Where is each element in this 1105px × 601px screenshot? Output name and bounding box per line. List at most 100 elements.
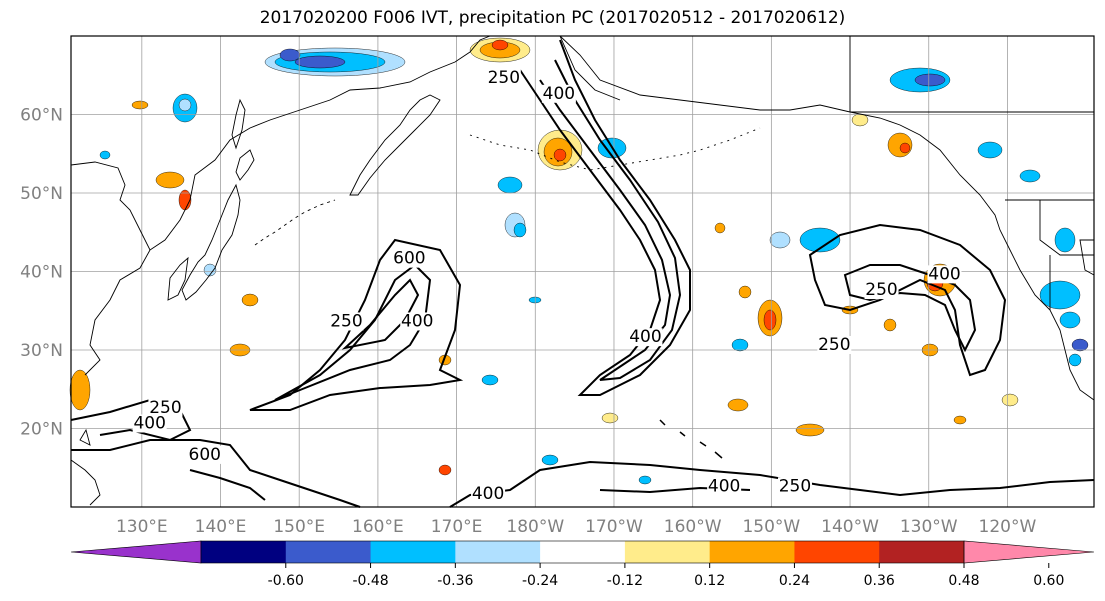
precipitation-patch [69, 369, 91, 411]
colorbar-tick-label: -0.60 [268, 573, 304, 589]
latitude-label: 40°N [20, 263, 63, 283]
precipitation-patch [727, 398, 749, 412]
contour-label: 600 [189, 445, 221, 465]
coastlines [70, 35, 1095, 506]
colorbar-segment [794, 541, 880, 563]
contour-label: 250 [149, 398, 181, 418]
precipitation-patch [241, 293, 259, 307]
contour-label: 400 [543, 84, 575, 104]
precipitation-patch [294, 55, 346, 69]
colorbar-tick-label: 0.24 [779, 573, 810, 589]
colorbar: -0.60 -0.48 -0.36 -0.24 -0.12 0.12 0.24 0.36 0.4… [70, 540, 1095, 589]
contour-label-bg [392, 249, 427, 268]
contour-label-bg [486, 69, 521, 88]
contour-label-bg [628, 328, 663, 347]
contour-label-bg [927, 265, 962, 284]
precipitation-patch [899, 142, 911, 154]
precipitation-patch [1071, 338, 1089, 352]
precipitation-patch [155, 171, 185, 189]
longitude-label: 150°W [742, 517, 800, 537]
precipitation-patch [953, 415, 967, 425]
colorbar-segment [624, 541, 711, 563]
contour-label-bg [777, 477, 812, 496]
contour-label-bg [707, 477, 742, 496]
precipitation-patch [977, 141, 1003, 159]
latitude-labels: 60°N 50°N 40°N 30°N 20°N [20, 106, 63, 440]
precipitation-patch [763, 309, 777, 331]
precipitation-patch [513, 222, 527, 238]
colorbar-tick-label: -0.48 [352, 573, 388, 589]
longitude-label: 160°E [352, 517, 404, 537]
precipitation-patch [731, 338, 749, 352]
longitude-label: 160°W [664, 517, 722, 537]
colorbar-segment [540, 541, 626, 563]
colorbar-tick-label: -0.24 [522, 573, 558, 589]
contour-label: 250 [865, 280, 897, 300]
longitude-label: 170°E [431, 517, 483, 537]
precipitation-patch [279, 48, 301, 62]
colorbar-frame [200, 540, 965, 564]
precipitation-patch [795, 423, 825, 437]
contour-label-bg [541, 84, 576, 103]
colorbar-tick-label: -0.36 [437, 573, 473, 589]
precipitation-patch [99, 150, 111, 160]
contour-label-bg [471, 485, 506, 504]
longitude-label: 170°W [585, 517, 643, 537]
colorbar-segment [370, 541, 456, 563]
latitude-label: 30°N [20, 341, 63, 361]
precipitation-patch [1059, 311, 1081, 329]
latitude-label: 60°N [20, 106, 63, 126]
contour-label-bg [329, 312, 364, 331]
contour-label: 400 [401, 311, 433, 331]
longitude-label: 120°W [979, 517, 1037, 537]
precipitation-patch [491, 39, 509, 51]
contour-label: 250 [330, 311, 362, 331]
contour-label-bg [864, 281, 899, 300]
precipitation-patch [1068, 353, 1082, 367]
precipitation-patch [1019, 169, 1041, 183]
contour-label: 600 [393, 249, 425, 269]
longitude-label: 130°W [900, 517, 958, 537]
longitude-labels: 130°E 140°E 150°E 160°E 170°E 180°W 170°W 160°W… [116, 517, 1037, 537]
map-frame [70, 35, 1095, 508]
precipitation-patch [1039, 280, 1081, 310]
colorbar-tick-label: 0.60 [1033, 573, 1064, 589]
precipitation-patch [481, 374, 499, 386]
precipitation-patch [638, 475, 652, 485]
precipitation-patch [769, 231, 791, 249]
colorbar-segment [709, 541, 795, 563]
precipitation-patch [553, 148, 567, 162]
precipitation-patch [914, 73, 946, 87]
precipitation-patch [438, 464, 452, 476]
contour-label-bg [148, 398, 183, 417]
colorbar-extend-low [70, 540, 202, 564]
colorbar-extend-high [963, 540, 1095, 564]
colorbar-segment [455, 541, 541, 563]
contour-label: 400 [472, 484, 504, 504]
colorbar-tick-label: 0.48 [948, 573, 979, 589]
precipitation-patch [497, 176, 523, 194]
longitude-label: 150°E [273, 517, 325, 537]
map-title: 2017020200 F006 IVT, precipitation PC (2… [259, 8, 846, 28]
contour-label: 250 [818, 335, 850, 355]
precipitation-patch [131, 100, 149, 110]
precipitation-patch [799, 227, 841, 253]
precipitation-patch [851, 113, 869, 127]
longitude-label: 140°W [821, 517, 879, 537]
precipitation-patch [738, 285, 752, 299]
gridlines [71, 36, 1094, 507]
longitude-label: 140°E [195, 517, 247, 537]
contour-label-bg [187, 445, 222, 464]
latitude-label: 20°N [20, 420, 63, 440]
precipitation-patch [1001, 393, 1019, 407]
precipitation-patch [541, 454, 559, 466]
precipitation-patch [883, 318, 897, 332]
contour-label: 250 [488, 68, 520, 88]
colorbar-segment [285, 541, 372, 563]
colorbar-segment [879, 541, 965, 563]
contour-label: 400 [629, 327, 661, 347]
contour-label-bg [400, 312, 435, 331]
